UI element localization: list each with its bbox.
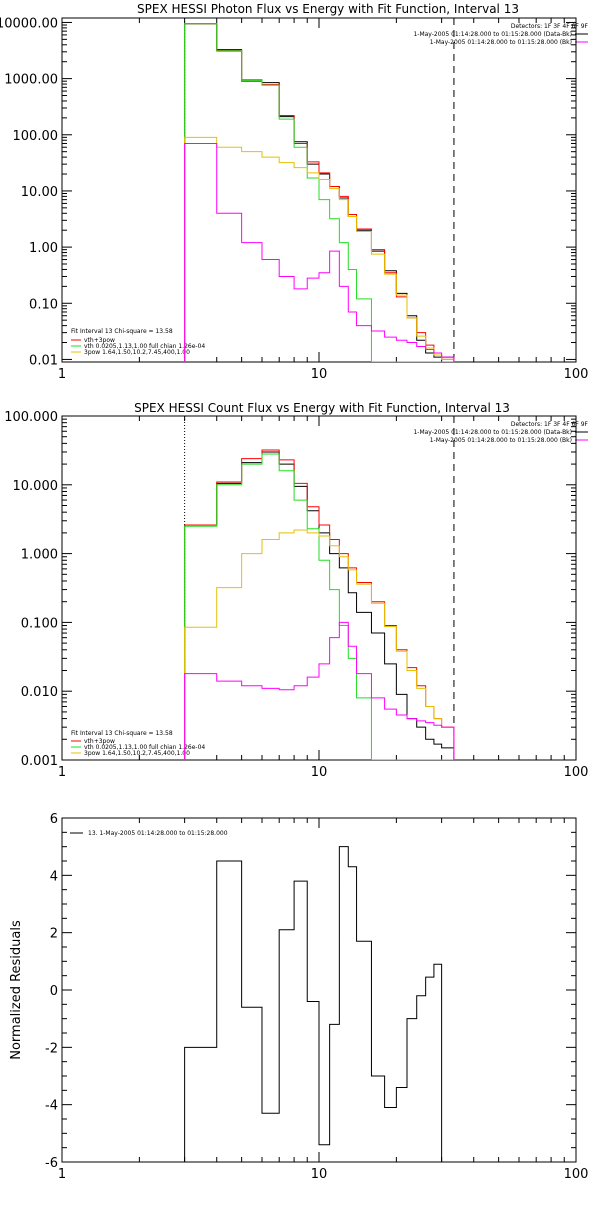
legend-entry-3pow: 3pow 1.64,1.50,10.2,7.45,400,1.00 [84, 750, 190, 757]
legend-fit-interval: Fit Interval 13 Chi-square = 13.58 [71, 328, 173, 335]
y-tick-label: -2 [45, 1041, 58, 1056]
series-3pow [184, 136, 455, 362]
series-vth-3pow [184, 449, 455, 760]
y-tick-label: 0.100 [21, 616, 58, 631]
photon-flux-panel: SPEX HESSI Photon Flux vs Energy with Fi… [0, 2, 589, 382]
y-tick-label: 10000.00 [0, 16, 58, 31]
x-tick-label: 1 [58, 367, 66, 382]
legend-entry-sum: vth+3pow [84, 337, 115, 344]
y-tick-label: -6 [45, 1156, 58, 1171]
series-group [184, 23, 455, 362]
y-tick-label: 1.00 [29, 241, 58, 256]
x-tick-label: 100 [564, 1167, 589, 1182]
y-tick-label: 1.000 [21, 548, 58, 563]
residuals-panel: Normalized Residuals 13. 1-May-2005 01:1… [9, 812, 589, 1182]
legend-entry-3pow: 3pow 1.64,1.50,10.2,7.45,400,1.00 [84, 349, 190, 356]
y-tick-label: 10.00 [21, 185, 58, 200]
legend-entry-vth: vth 0.0205,1.13,1.00 full chian 1.26e-04 [84, 343, 205, 350]
y-tick-label: 1000.00 [4, 73, 58, 88]
legend: 13. 1-May-2005 01:14:28.000 to 01:15:28.… [70, 830, 228, 837]
y-tick-label: 0.010 [21, 685, 58, 700]
legend-detectors: Detectors: 1F 3F 4F 6F 9F [511, 23, 589, 30]
legend-entry-data-bk: 1-May-2005 01:14:28.000 to 01:15:28.000 … [413, 31, 572, 38]
y-tick-label: 4 [50, 869, 58, 884]
x-tick-label: 10 [311, 765, 328, 780]
series-bk [184, 142, 455, 362]
y-tick-label: 0.001 [21, 754, 58, 769]
x-tick-label: 10 [311, 1167, 328, 1182]
series-group [184, 846, 443, 1162]
y-tick-label: 0.01 [29, 353, 58, 368]
legend-bottom: Fit Interval 13 Chi-square = 13.58 vth+3… [71, 328, 205, 356]
series-13-1-may-2005-01-14-28-000-to-01-15-28-000 [184, 846, 443, 1162]
y-tick-label: 6 [50, 812, 58, 827]
y-tick-label: 100.00 [13, 129, 59, 144]
y-tick-label: -4 [45, 1099, 58, 1114]
legend-top: Detectors: 1F 3F 4F 6F 9F 1-May-2005 01:… [413, 23, 588, 46]
series-vth [184, 453, 454, 760]
legend-bottom: Fit Interval 13 Chi-square = 13.58 vth+3… [71, 730, 205, 757]
x-tick-label: 10 [311, 367, 328, 382]
plot-frame [61, 415, 577, 761]
legend-entry-bk: 1-May-2005 01:14:28.000 to 01:15:28.000 … [430, 437, 572, 444]
series-group [184, 449, 455, 760]
y-tick-label: 100.000 [4, 410, 58, 425]
y-tick-label: 0 [50, 984, 58, 999]
legend-top: Detectors: 1F 3F 4F 6F 9F 1-May-2005 01:… [413, 421, 588, 444]
x-tick-label: 100 [564, 765, 589, 780]
chart-title: SPEX HESSI Count Flux vs Energy with Fit… [134, 401, 510, 415]
series-3pow [184, 529, 455, 760]
series-vth [184, 23, 454, 362]
legend-fit-interval: Fit Interval 13 Chi-square = 13.58 [71, 730, 173, 737]
legend-entry-sum: vth+3pow [84, 738, 115, 745]
chart-title: SPEX HESSI Photon Flux vs Energy with Fi… [137, 2, 519, 16]
legend-detectors: Detectors: 1F 3F 4F 6F 9F [511, 421, 589, 428]
x-tick-label: 1 [58, 1167, 66, 1182]
count-flux-panel: SPEX HESSI Count Flux vs Energy with Fit… [4, 401, 588, 780]
x-tick-label: 100 [564, 367, 589, 382]
series-bk [184, 621, 455, 760]
y-tick-label: 0.10 [29, 297, 58, 312]
y-tick-label: 2 [50, 927, 58, 942]
y-axis-label: Normalized Residuals [9, 920, 24, 1060]
x-tick-label: 1 [58, 765, 66, 780]
legend-entry-data-bk: 1-May-2005 01:14:28.000 to 01:15:28.000 … [413, 429, 572, 436]
legend-entry-vth: vth 0.0205,1.13,1.00 full chian 1.26e-04 [84, 744, 205, 751]
legend-entry-bk: 1-May-2005 01:14:28.000 to 01:15:28.000 … [430, 39, 572, 46]
y-tick-label: 10.000 [13, 479, 59, 494]
legend-entry: 13. 1-May-2005 01:14:28.000 to 01:15:28.… [88, 830, 228, 837]
series-data-bk [184, 451, 455, 760]
